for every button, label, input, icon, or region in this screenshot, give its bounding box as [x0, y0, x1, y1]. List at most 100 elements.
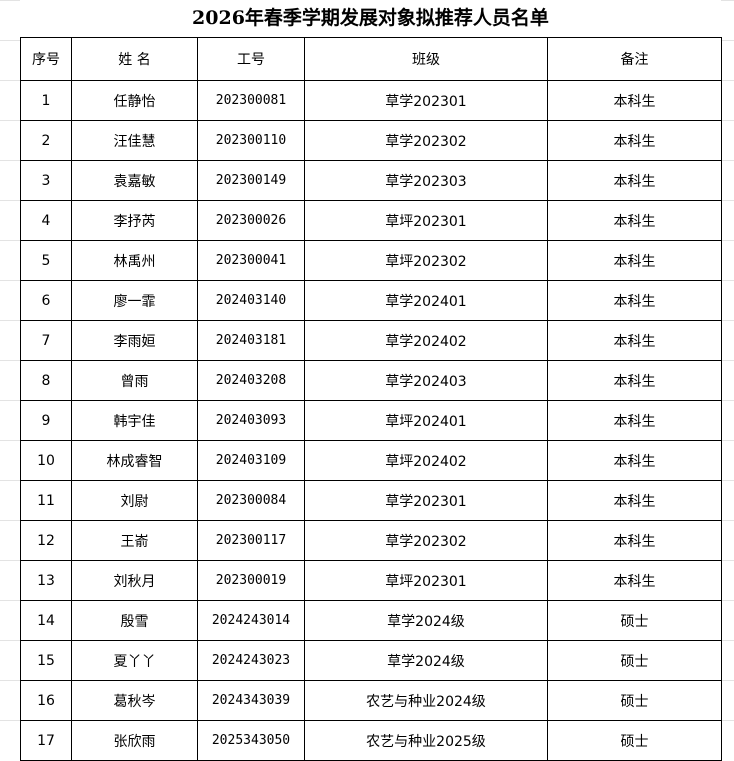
- cell-id[interactable]: 202403109: [197, 440, 305, 481]
- cell-name[interactable]: 林成睿智: [71, 440, 198, 481]
- cell-note[interactable]: 硕士: [547, 680, 722, 721]
- cell-name[interactable]: 王嵛: [71, 520, 198, 561]
- cell-id[interactable]: 202300041: [197, 240, 305, 281]
- cell-name[interactable]: 葛秋岑: [71, 680, 198, 721]
- cell-index[interactable]: 2: [20, 120, 72, 161]
- table-row: 10 林成睿智 202403109 草坪202402 本科生: [20, 440, 722, 481]
- table-row: 17 张欣雨 2025343050 农艺与种业2025级 硕士: [20, 720, 722, 761]
- cell-id[interactable]: 202300117: [197, 520, 305, 561]
- cell-index[interactable]: 7: [20, 320, 72, 361]
- cell-index[interactable]: 4: [20, 200, 72, 241]
- cell-id[interactable]: 2024343039: [197, 680, 305, 721]
- cell-index[interactable]: 9: [20, 400, 72, 441]
- cell-id[interactable]: 202403140: [197, 280, 305, 321]
- cell-name[interactable]: 曾雨: [71, 360, 198, 401]
- candidate-table: 序号 姓 名 工号 班级 备注 1 任静怡 202300081 草学202301 本科生…: [20, 37, 722, 761]
- cell-note[interactable]: 本科生: [547, 280, 722, 321]
- table-row: 2 汪佳慧 202300110 草学202302 本科生: [20, 120, 722, 161]
- cell-class[interactable]: 草学202302: [304, 520, 548, 561]
- cell-id[interactable]: 202403181: [197, 320, 305, 361]
- cell-class[interactable]: 农艺与种业2025级: [304, 720, 548, 761]
- cell-note[interactable]: 硕士: [547, 600, 722, 641]
- cell-index[interactable]: 6: [20, 280, 72, 321]
- cell-id[interactable]: 202300149: [197, 160, 305, 201]
- cell-note[interactable]: 本科生: [547, 320, 722, 361]
- cell-note[interactable]: 本科生: [547, 200, 722, 241]
- cell-class[interactable]: 草坪202401: [304, 400, 548, 441]
- cell-name[interactable]: 韩宇佳: [71, 400, 198, 441]
- header-id[interactable]: 工号: [197, 37, 305, 81]
- cell-class[interactable]: 草学2024级: [304, 640, 548, 681]
- cell-name[interactable]: 李抒芮: [71, 200, 198, 241]
- table-row: 1 任静怡 202300081 草学202301 本科生: [20, 80, 722, 121]
- cell-name[interactable]: 殷雪: [71, 600, 198, 641]
- cell-name[interactable]: 廖一霏: [71, 280, 198, 321]
- cell-note[interactable]: 本科生: [547, 480, 722, 521]
- cell-name[interactable]: 李雨姮: [71, 320, 198, 361]
- cell-name[interactable]: 林禹州: [71, 240, 198, 281]
- cell-class[interactable]: 草学202401: [304, 280, 548, 321]
- cell-id[interactable]: 2024243023: [197, 640, 305, 681]
- cell-class[interactable]: 草学202302: [304, 120, 548, 161]
- cell-id[interactable]: 2025343050: [197, 720, 305, 761]
- cell-note[interactable]: 硕士: [547, 720, 722, 761]
- cell-name[interactable]: 汪佳慧: [71, 120, 198, 161]
- cell-note[interactable]: 本科生: [547, 520, 722, 561]
- cell-class[interactable]: 草学2024级: [304, 600, 548, 641]
- cell-id[interactable]: 202300019: [197, 560, 305, 601]
- cell-index[interactable]: 15: [20, 640, 72, 681]
- cell-note[interactable]: 本科生: [547, 360, 722, 401]
- cell-name[interactable]: 刘秋月: [71, 560, 198, 601]
- table-row: 7 李雨姮 202403181 草学202402 本科生: [20, 320, 722, 361]
- cell-index[interactable]: 1: [20, 80, 72, 121]
- table-row: 6 廖一霏 202403140 草学202401 本科生: [20, 280, 722, 321]
- cell-note[interactable]: 硕士: [547, 640, 722, 681]
- cell-class[interactable]: 草学202301: [304, 80, 548, 121]
- cell-note[interactable]: 本科生: [547, 240, 722, 281]
- cell-name[interactable]: 夏丫丫: [71, 640, 198, 681]
- cell-id[interactable]: 202300081: [197, 80, 305, 121]
- cell-note[interactable]: 本科生: [547, 560, 722, 601]
- cell-name[interactable]: 张欣雨: [71, 720, 198, 761]
- cell-index[interactable]: 17: [20, 720, 72, 761]
- table-row: 4 李抒芮 202300026 草坪202301 本科生: [20, 200, 722, 241]
- sheet-title: 2026年春季学期发展对象拟推荐人员名单: [20, 0, 721, 37]
- cell-name[interactable]: 袁嘉敏: [71, 160, 198, 201]
- cell-id[interactable]: 202403093: [197, 400, 305, 441]
- header-name[interactable]: 姓 名: [71, 37, 198, 81]
- cell-id[interactable]: 202300084: [197, 480, 305, 521]
- cell-name[interactable]: 刘尉: [71, 480, 198, 521]
- cell-index[interactable]: 10: [20, 440, 72, 481]
- cell-name[interactable]: 任静怡: [71, 80, 198, 121]
- header-index[interactable]: 序号: [20, 37, 72, 81]
- cell-index[interactable]: 8: [20, 360, 72, 401]
- cell-class[interactable]: 草学202402: [304, 320, 548, 361]
- table-row: 5 林禹州 202300041 草坪202302 本科生: [20, 240, 722, 281]
- cell-id[interactable]: 2024243014: [197, 600, 305, 641]
- cell-class[interactable]: 草坪202301: [304, 200, 548, 241]
- cell-index[interactable]: 13: [20, 560, 72, 601]
- cell-note[interactable]: 本科生: [547, 80, 722, 121]
- cell-id[interactable]: 202403208: [197, 360, 305, 401]
- cell-index[interactable]: 11: [20, 480, 72, 521]
- cell-index[interactable]: 5: [20, 240, 72, 281]
- cell-note[interactable]: 本科生: [547, 400, 722, 441]
- cell-index[interactable]: 14: [20, 600, 72, 641]
- cell-index[interactable]: 16: [20, 680, 72, 721]
- cell-id[interactable]: 202300110: [197, 120, 305, 161]
- cell-note[interactable]: 本科生: [547, 120, 722, 161]
- cell-note[interactable]: 本科生: [547, 440, 722, 481]
- header-class[interactable]: 班级: [304, 37, 548, 81]
- cell-class[interactable]: 草学202303: [304, 160, 548, 201]
- header-note[interactable]: 备注: [547, 37, 722, 81]
- cell-class[interactable]: 农艺与种业2024级: [304, 680, 548, 721]
- cell-index[interactable]: 3: [20, 160, 72, 201]
- cell-id[interactable]: 202300026: [197, 200, 305, 241]
- cell-class[interactable]: 草坪202402: [304, 440, 548, 481]
- cell-class[interactable]: 草坪202302: [304, 240, 548, 281]
- cell-class[interactable]: 草坪202301: [304, 560, 548, 601]
- cell-index[interactable]: 12: [20, 520, 72, 561]
- cell-class[interactable]: 草学202403: [304, 360, 548, 401]
- cell-note[interactable]: 本科生: [547, 160, 722, 201]
- cell-class[interactable]: 草学202301: [304, 480, 548, 521]
